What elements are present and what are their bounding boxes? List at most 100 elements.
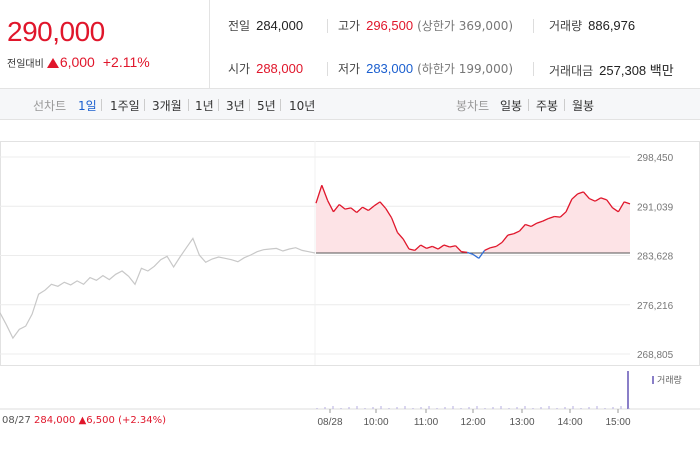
prev-day-summary: 08/27 284,000 ▲6,500 (+2.34%) — [2, 415, 166, 426]
divider — [101, 99, 102, 111]
price-line-segment — [449, 245, 456, 248]
price-line-segment — [455, 245, 462, 253]
stat-prev-close: 전일 284,000 — [228, 18, 304, 33]
tab-monthly-candle[interactable]: 월봉 — [572, 99, 595, 113]
divider — [533, 62, 534, 76]
price-line-segment — [379, 201, 387, 209]
price-line-segment — [519, 224, 526, 232]
price-line-segment — [385, 208, 393, 219]
prev-day-change: ▲6,500 — [78, 415, 115, 426]
tab-3-years[interactable]: 3년 — [226, 99, 245, 113]
volume-legend: 거래량 — [652, 373, 682, 386]
price-line-segment — [437, 244, 445, 250]
tab-1-year[interactable]: 1년 — [195, 99, 214, 113]
price-line-segment — [472, 253, 480, 259]
chart-canvas: 298,450 291,039 283,628 276,216 268,805 08/28… — [0, 141, 700, 428]
x-tick-label: 12:00 — [460, 417, 485, 428]
divider — [249, 99, 250, 111]
price-line-segment — [495, 241, 503, 247]
price-line-segment — [396, 231, 404, 240]
y-tick-label: 298,450 — [637, 153, 674, 164]
price-line-segment — [362, 206, 369, 212]
price-line-segment — [338, 204, 346, 210]
x-tick-label: 10:00 — [363, 417, 388, 428]
price-line-segment — [420, 244, 427, 249]
price-line-segment — [559, 211, 567, 218]
price-line-segment — [408, 248, 415, 252]
price-line-segment — [490, 245, 497, 249]
price-line-segment — [600, 197, 607, 201]
price-line-segment — [612, 207, 619, 213]
price-line-segment — [350, 207, 358, 213]
y-tick-label: 283,628 — [637, 252, 674, 263]
x-tick-label: 15:00 — [605, 417, 630, 428]
price-line-segment — [571, 193, 579, 200]
price-line-segment — [344, 207, 352, 210]
stat-volume: 거래량 886,976 — [549, 18, 636, 33]
price-line-segment — [432, 245, 439, 250]
price-line-segment — [513, 230, 520, 235]
price-area-fill — [316, 185, 630, 254]
prev-day-line — [0, 237, 316, 340]
divider — [327, 19, 328, 33]
divider — [280, 99, 281, 111]
price-line-segment — [501, 234, 509, 243]
y-tick-label: 291,039 — [637, 202, 674, 213]
line-chart-header: 선차트 — [33, 99, 67, 113]
tab-weekly-candle[interactable]: 주봉 — [536, 99, 559, 113]
price-line-segment — [484, 247, 491, 251]
divider — [327, 62, 328, 76]
price-line-segment — [623, 201, 631, 205]
price-line-segment — [466, 251, 474, 255]
price-line-segment — [548, 215, 555, 220]
change-percent: +2.11% — [102, 54, 150, 70]
stat-low: 저가 283,000 (하한가 199,000) — [338, 61, 514, 76]
stat-open: 시가 288,000 — [228, 61, 304, 76]
prev-day-percent: (+2.34%) — [118, 415, 167, 426]
price-line-segment — [315, 185, 323, 204]
price-line-segment — [478, 249, 486, 259]
price-line-segment — [332, 204, 340, 213]
x-tick-label: 08/28 — [317, 417, 342, 428]
price-line-segment — [589, 197, 596, 202]
divider — [528, 99, 529, 111]
price-line-segment — [367, 205, 375, 212]
price-line-segment — [536, 220, 543, 224]
current-price: 290,000 — [7, 16, 105, 47]
price-chart[interactable]: 298,450 291,039 283,628 276,216 268,805 08/28… — [0, 121, 700, 450]
stat-high: 고가 296,500 (상한가 369,000) — [338, 18, 514, 33]
y-tick-label: 268,805 — [637, 350, 674, 361]
price-summary: 290,000 전일대비 6,000 +2.11% — [0, 0, 210, 88]
x-tick-label: 13:00 — [509, 417, 534, 428]
price-line-segment — [356, 206, 363, 213]
tab-1-day[interactable]: 1일 — [78, 99, 97, 113]
prev-day-close: 284,000 — [34, 415, 76, 426]
divider — [144, 99, 145, 111]
chart-period-tabs: 선차트 1일 1주일 3개월 1년 3년 5년 10년 봉차트 일봉 주봉 월봉 — [0, 88, 700, 120]
price-line-segment — [414, 244, 422, 251]
up-triangle-icon — [46, 58, 59, 68]
tab-1-week[interactable]: 1주일 — [110, 99, 140, 113]
tab-3-months[interactable]: 3개월 — [152, 99, 182, 113]
price-line-segment — [582, 191, 590, 199]
price-line-segment — [617, 201, 625, 213]
prev-day-date: 08/27 — [2, 415, 31, 426]
x-tick-label: 14:00 — [557, 417, 582, 428]
candle-chart-header: 봉차트 — [456, 99, 490, 113]
price-line-segment — [461, 251, 468, 254]
divider — [218, 99, 219, 111]
price-line-segment — [530, 222, 538, 228]
price-line-segment — [594, 197, 602, 202]
stat-trade-amount: 거래대금 257,308 백만 — [549, 63, 674, 78]
price-line-segment — [577, 191, 584, 195]
price-line-segment — [321, 185, 329, 201]
price-line-segment — [390, 217, 399, 233]
y-tick-label: 276,216 — [637, 301, 674, 312]
tab-5-years[interactable]: 5년 — [257, 99, 276, 113]
x-tick-label: 11:00 — [414, 417, 439, 428]
divider — [533, 19, 534, 33]
tab-10-years[interactable]: 10년 — [289, 99, 316, 113]
price-line-segment — [565, 198, 573, 213]
price-line-segment — [373, 201, 381, 207]
tab-daily-candle[interactable]: 일봉 — [500, 99, 523, 113]
